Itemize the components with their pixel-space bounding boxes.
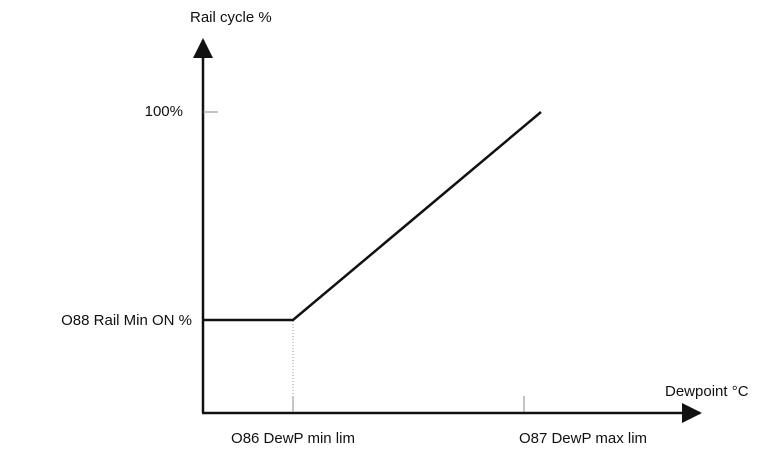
- x-label: O87 DewP max lim: [519, 430, 647, 447]
- y-axis-title: Rail cycle %: [190, 9, 272, 26]
- y-label: 100%: [145, 103, 183, 120]
- y-label: O88 Rail Min ON %: [61, 312, 192, 329]
- x-axis-title: Dewpoint °C: [665, 383, 749, 400]
- curve: [203, 111, 542, 322]
- x-label: O86 DewP min lim: [231, 430, 355, 447]
